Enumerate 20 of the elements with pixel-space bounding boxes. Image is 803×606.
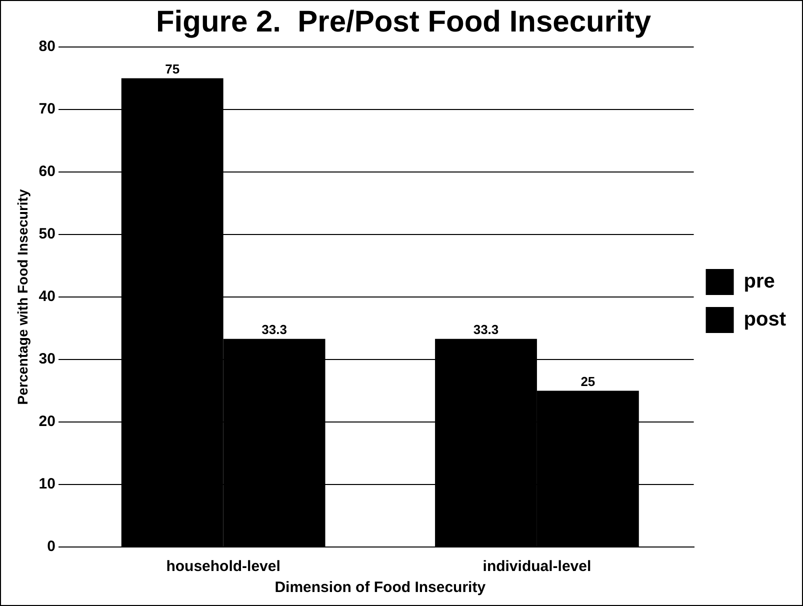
legend-label: post — [744, 308, 786, 331]
data-label: 25 — [580, 374, 596, 389]
x-tick-label: household-level — [166, 558, 280, 576]
y-tick-label: 50 — [38, 226, 56, 243]
y-tick-label: 30 — [38, 350, 56, 368]
x-axis-title: Dimension of Food Insecurity — [274, 579, 486, 596]
y-tick-label: 20 — [38, 413, 56, 430]
y-tick-label: 60 — [38, 163, 56, 180]
data-label: 75 — [165, 61, 180, 76]
y-tick-label: 80 — [38, 38, 56, 56]
x-tick-label: individual-level — [482, 558, 592, 576]
y-tick-label: 40 — [38, 288, 56, 306]
data-label: 33.3 — [473, 322, 499, 337]
y-axis-title: Percentage with Food Insecurity — [14, 189, 30, 405]
legend-label: pre — [744, 270, 775, 293]
data-label: 33.3 — [262, 322, 287, 337]
y-tick-label: 10 — [38, 476, 56, 493]
chart-title: Figure 2. Pre/Post Food Insecurity — [156, 5, 652, 38]
y-tick-label: 70 — [38, 100, 56, 118]
y-tick-label: 0 — [47, 538, 56, 556]
